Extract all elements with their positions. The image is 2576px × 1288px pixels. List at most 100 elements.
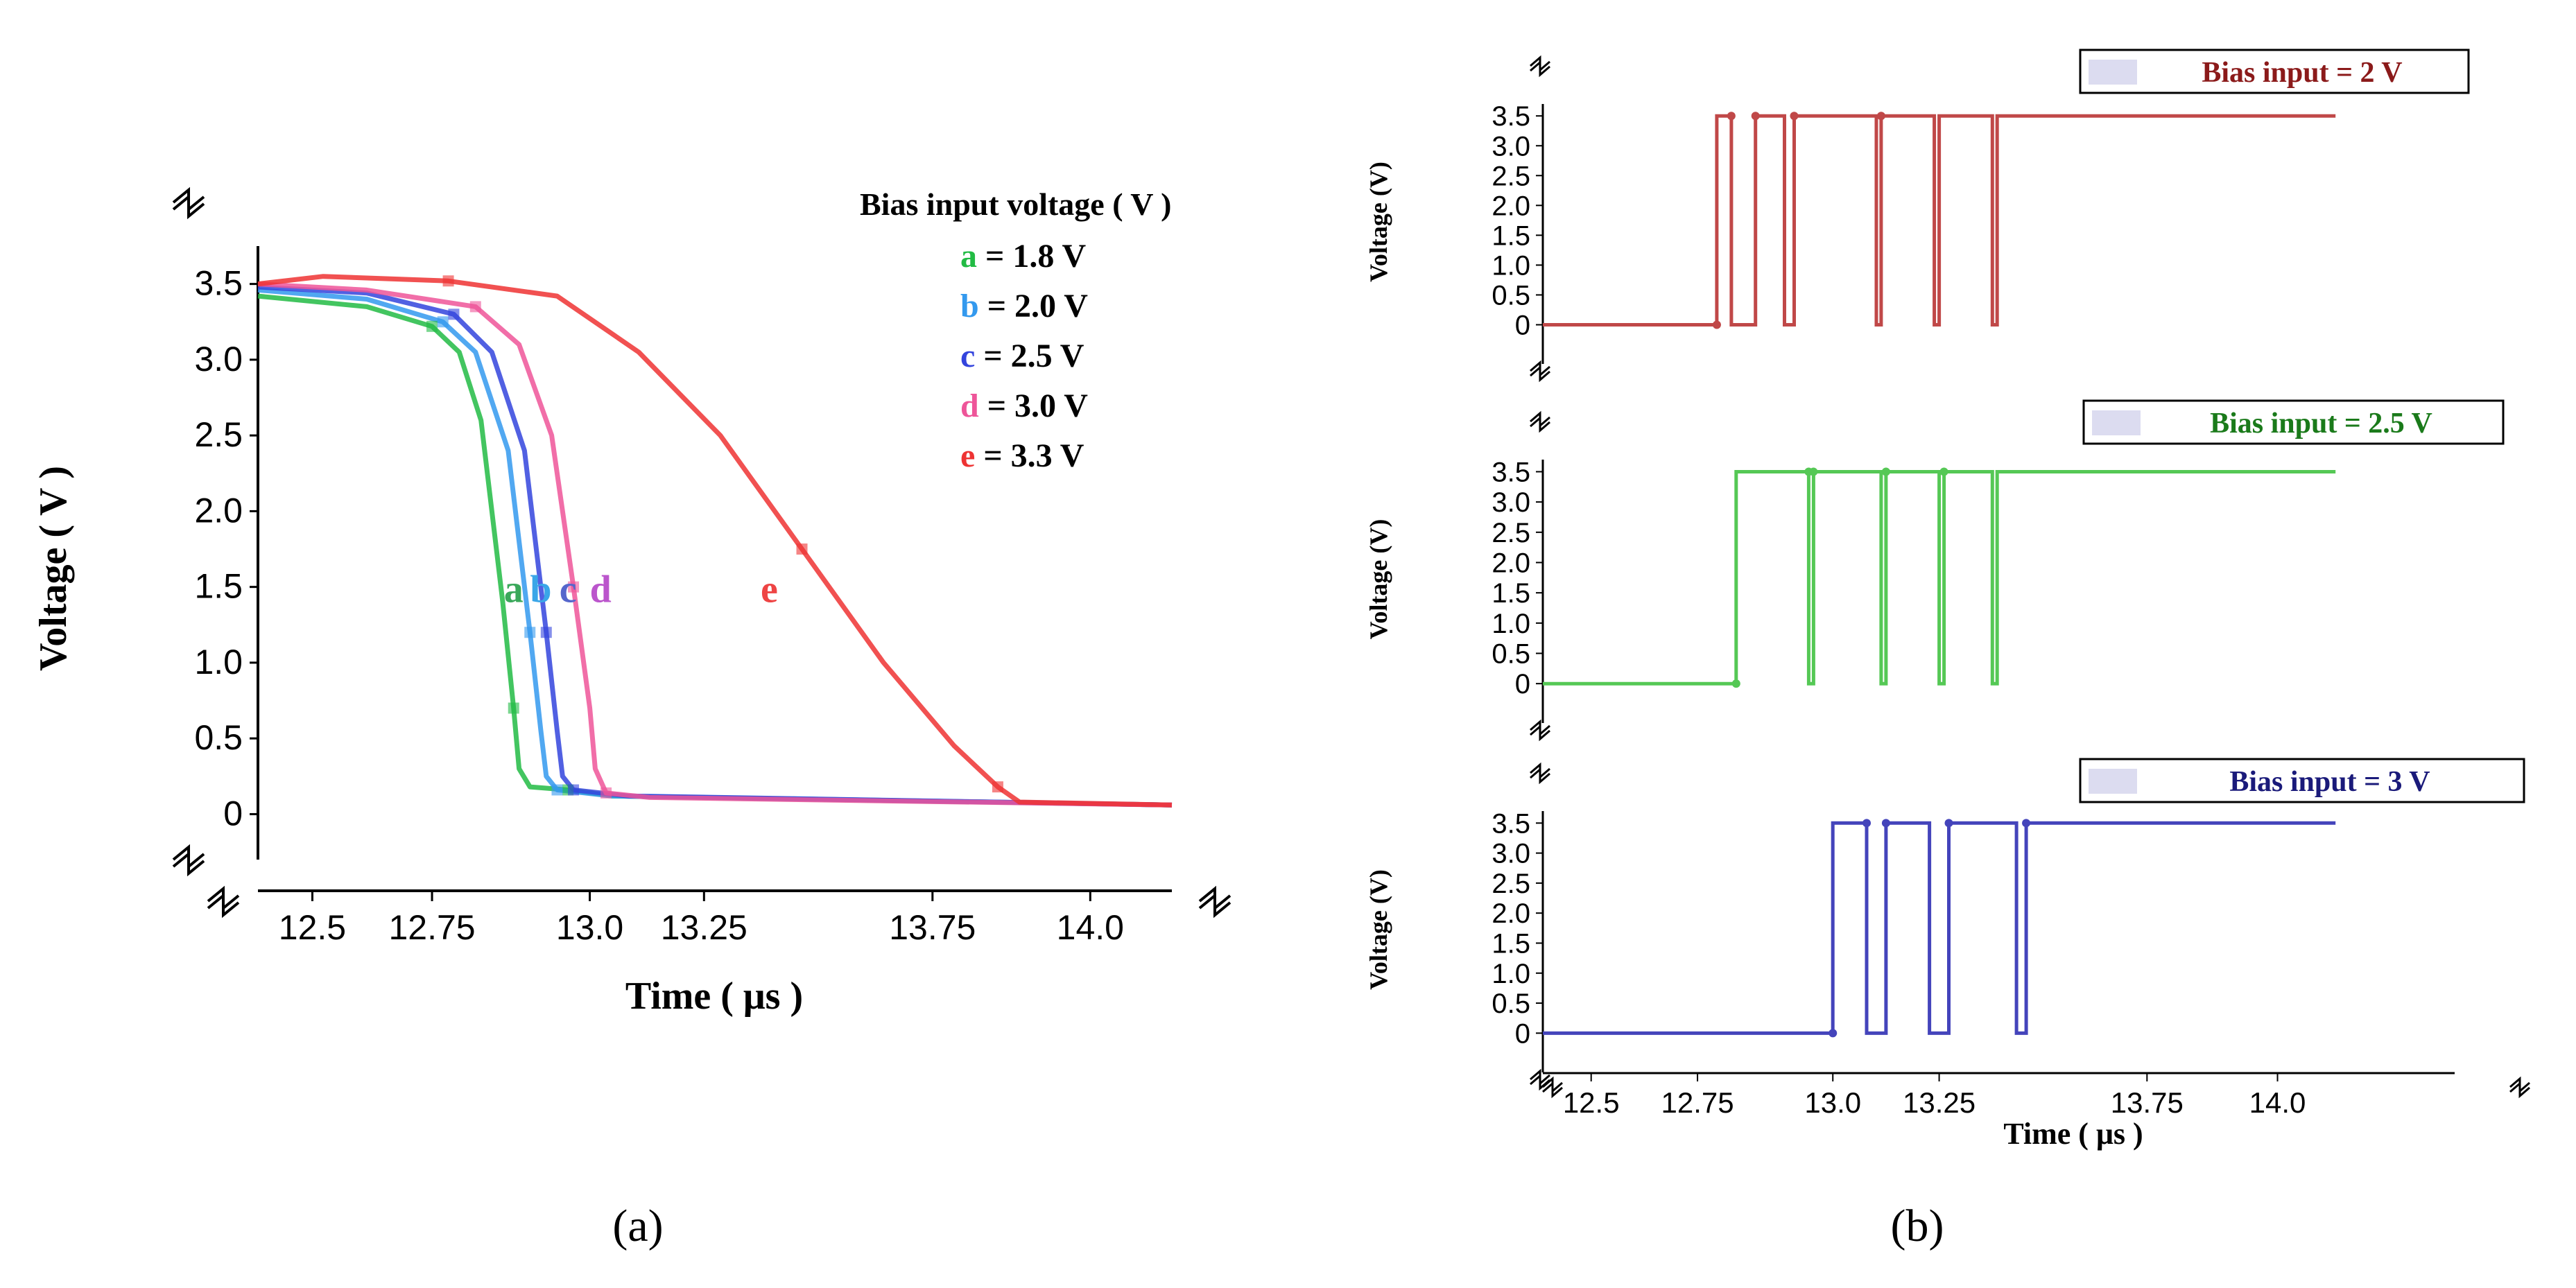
panel-a-x-axis-label: Time ( μs ) — [625, 975, 803, 1018]
y-tick-label: 3.5 — [1492, 457, 1530, 487]
legend-box — [2079, 49, 2470, 94]
curve-label-d: d — [590, 568, 612, 611]
y-tick-label: 3.0 — [1492, 839, 1530, 869]
x-tick-label: 12.75 — [388, 908, 475, 947]
legend-value: = 1.8 V — [977, 238, 1086, 275]
data-point — [1876, 112, 1885, 121]
axis-break-icon — [1530, 719, 1550, 742]
legend-entry-a: a = 1.8 V — [960, 238, 1086, 275]
panel-a-legend: a = 1.8 V b = 2.0 V c = 2.5 V d = 3.0 V e = … — [960, 238, 1088, 474]
legend-entry-e: e = 3.3 V — [960, 437, 1084, 474]
y-tick-label: 1.0 — [1492, 250, 1530, 281]
data-point — [437, 316, 449, 328]
legend-swatch — [2089, 769, 2137, 794]
y-tick-label: 3.0 — [1492, 131, 1530, 162]
legend-value: = 3.3 V — [975, 437, 1084, 474]
y-tick-label: 1.5 — [1492, 928, 1530, 959]
panel-b-x-axis-group: 12.5 12.75 13.0 13.25 13.75 14.0 Time ( μs ) — [1542, 1072, 2530, 1151]
data-point — [1751, 112, 1760, 121]
axis-break-icon — [1530, 55, 1550, 78]
legend-value: = 2.0 V — [979, 288, 1088, 324]
curve-label-a: a — [504, 568, 524, 611]
legend-label: Bias input = 3 V — [2229, 766, 2430, 798]
y-axis-label: Voltage (V) — [1365, 519, 1392, 640]
legend-value: = 3.0 V — [979, 388, 1088, 424]
x-tick-label: 13.75 — [2111, 1086, 2184, 1119]
legend-value: = 2.5 V — [975, 338, 1084, 374]
data-point — [551, 784, 563, 796]
data-point — [796, 543, 808, 555]
data-point — [469, 301, 481, 313]
data-point — [1944, 819, 1953, 828]
panel-b-x-axis-label: Time ( μs ) — [2003, 1117, 2143, 1151]
y-axis-label: Voltage (V) — [1365, 869, 1392, 990]
data-point — [1731, 679, 1740, 688]
axis-break-icon — [172, 844, 205, 877]
y-tick-label: 2.0 — [1492, 191, 1530, 221]
data-point — [992, 781, 1003, 793]
data-point — [1939, 467, 1948, 476]
y-tick-label: 2.5 — [194, 415, 243, 454]
data-point — [568, 581, 580, 593]
data-point — [1727, 112, 1736, 121]
y-tick-label: 3.5 — [1492, 808, 1530, 839]
data-point — [426, 320, 438, 332]
legend-box — [2082, 399, 2505, 445]
y-tick-label: 0.5 — [1492, 638, 1530, 669]
data-point — [1829, 1029, 1838, 1038]
y-tick-label: 1.5 — [1492, 578, 1530, 609]
y-tick-label: 0 — [1515, 310, 1530, 340]
axis-break-icon — [1530, 762, 1550, 785]
axis-break-icon — [2509, 1076, 2530, 1099]
y-tick-label: 3.0 — [194, 340, 243, 378]
y-tick-label: 0.5 — [1492, 989, 1530, 1019]
data-point — [1809, 467, 1818, 476]
y-tick-label: 1.5 — [1492, 220, 1530, 251]
y-tick-label: 0.5 — [194, 718, 243, 757]
data-point — [508, 702, 519, 714]
x-tick-label: 13.25 — [1903, 1086, 1976, 1119]
panel-a-y-axis-label: Voltage ( V ) — [32, 466, 75, 671]
axis-break-icons — [172, 186, 1231, 919]
legend-letter: c — [960, 338, 975, 374]
axis-break-icon — [207, 885, 240, 919]
panel-a-caption: (a) — [612, 1201, 663, 1251]
axis-break-icon — [1198, 885, 1231, 919]
x-tick-label: 13.75 — [889, 908, 976, 947]
legend-letter: e — [960, 437, 975, 474]
legend-label: Bias input = 2 V — [2202, 57, 2402, 89]
data-point — [2022, 819, 2031, 828]
data-point — [1862, 819, 1872, 828]
y-tick-label: 3.5 — [194, 264, 243, 303]
x-tick-label: 14.0 — [1057, 908, 1124, 947]
axis-break-icon — [1530, 410, 1550, 433]
panel-a-chart: 0 0.5 1.0 1.5 2.0 2.5 3.0 3.5 12.5 12.75 13.0 13.2… — [32, 186, 1231, 1018]
x-tick-label: 12.5 — [279, 908, 346, 947]
y-tick-label: 3.0 — [1492, 487, 1530, 518]
y-tick-label: 2.5 — [1492, 518, 1530, 548]
y-tick-label: 1.0 — [1492, 609, 1530, 639]
subplot-2.5v: 00.51.01.52.02.53.03.5 Voltage (V) Bias in… — [1365, 399, 2505, 742]
y-tick-label: 0 — [1515, 669, 1530, 699]
legend-entry-b: b = 2.0 V — [960, 288, 1088, 324]
x-tick-label: 13.25 — [661, 908, 747, 947]
curve-label-b: b — [530, 568, 551, 611]
data-point — [1712, 320, 1721, 329]
axis-break-icon — [1530, 360, 1550, 383]
data-point — [1881, 467, 1890, 476]
waveform-line — [1543, 821, 2336, 1035]
legend-label: Bias input = 2.5 V — [2210, 408, 2432, 440]
legend-entry-d: d = 3.0 V — [960, 388, 1088, 424]
y-tick-label: 0 — [223, 794, 243, 833]
subplot-2v: 00.51.01.52.02.53.03.5 Voltage (V) Bias in… — [1365, 49, 2470, 383]
y-tick-label: 0 — [1515, 1018, 1530, 1049]
data-point — [540, 627, 552, 638]
x-tick-label: 13.0 — [1804, 1086, 1861, 1119]
y-tick-label: 2.0 — [1492, 898, 1530, 929]
y-tick-label: 1.0 — [1492, 959, 1530, 989]
subplot-3v: 00.51.01.52.02.53.03.5 Voltage (V) Bias in… — [1365, 758, 2525, 1091]
data-point — [524, 627, 536, 638]
y-tick-label: 1.5 — [194, 567, 243, 606]
